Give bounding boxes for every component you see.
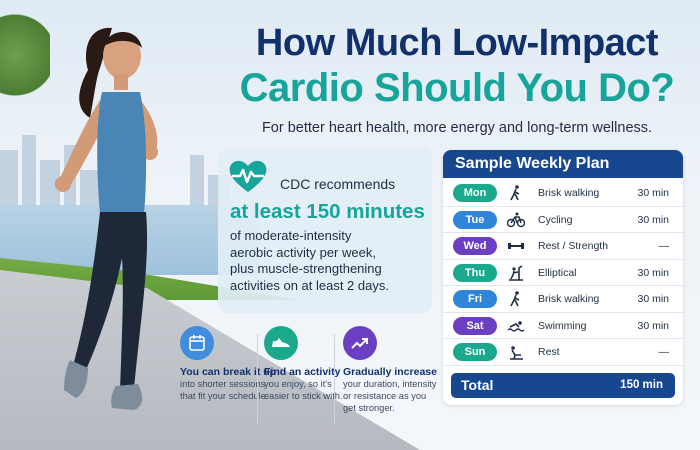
divider [257,334,258,424]
tip-body-line: that fit your schedule. [180,391,269,401]
cdc-body-line: aerobic activity per week, [230,244,376,260]
duration-label: 30 min [637,266,669,279]
duration-label: — [658,346,670,358]
tip-body-line: you enjoy, so it's [264,379,332,389]
cdc-recommendation-card: CDC recommends at least 150 minutes of m… [218,148,432,313]
tip-body-line: get stronger. [343,403,395,413]
activity-label: Elliptical [538,266,577,279]
page-title-line1: How Much Low-Impact [255,22,659,64]
dumbbell-icon [507,238,525,254]
cycling-icon [506,212,526,228]
plan-title: Sample Weekly Plan [443,150,683,178]
activity-label: Rest / Strength [538,240,609,252]
day-badge: Sat [453,316,497,335]
day-badge: Sun [453,343,497,361]
cdc-body-line: of moderate-intensity [230,228,352,243]
sneaker-icon [264,326,298,360]
plan-row-wed: Wed Rest / Strength — [443,233,683,260]
trend-up-icon [343,326,377,360]
plan-total-row: Total 150 min [451,373,675,398]
activity-label: Brisk walking [538,187,600,199]
duration-label: 30 min [637,319,669,332]
tip-body-line: or resistance as you [343,391,427,401]
activity-label: Swimming [538,319,587,332]
total-value: 150 min [620,379,663,391]
cdc-body-line: plus muscle-strengthening [230,261,382,276]
duration-label: — [658,240,670,252]
tip-body-line: your duration, intensity [343,379,437,389]
page-title-line2: Cardio Should You Do? [239,66,675,110]
tip-break-it-up: You can break it up into shorter session… [180,326,280,402]
cdc-body-line: activities on at least 2 days. [230,277,389,293]
cdc-body: of moderate-intensity aerobic activity p… [230,228,430,294]
activity-label: Rest [538,346,560,358]
runner-illustration [55,27,158,410]
cdc-intro: CDC recommends [280,176,396,192]
tip-body-line: into shorter sessions [180,379,266,389]
calendar-icon [180,326,214,360]
day-badge: Thu [453,263,497,282]
plan-row-sun: Sun Rest — [443,339,683,366]
rest-icon [507,344,525,360]
day-badge: Fri [453,290,497,308]
day-badge: Wed [453,237,497,255]
divider [334,334,335,424]
plan-row-sat: Sat Swimming 30 min [443,313,683,339]
tip-title: Find an activity [264,366,341,378]
plan-row-fri: Fri Brisk walking 30 min [443,286,683,313]
activity-label: Cycling [538,213,573,226]
plan-row-mon: Mon Brisk walking 30 min [443,180,683,207]
tree [0,10,50,100]
tip-title: Gradually increase [343,366,437,378]
weekly-plan-card: Sample Weekly Plan Mon Brisk walking 30 mi… [443,150,683,405]
duration-label: 30 min [637,187,669,199]
duration-label: 30 min [637,293,669,305]
day-badge: Tue [453,210,497,229]
plan-row-thu: Thu Elliptical 30 min [443,260,683,286]
elliptical-icon [507,264,525,281]
cdc-highlight: at least 150 minutes [230,200,425,223]
activity-label: Brisk walking [538,293,600,305]
duration-label: 30 min [637,213,669,226]
tip-find-activity: Find an activity you enjoy, so it's easi… [264,326,364,402]
total-label: Total [461,377,494,393]
heart-pulse-icon [229,160,267,192]
plan-row-tue: Tue Cycling 30 min [443,207,683,233]
tip-gradually-increase: Gradually increase your duration, intens… [343,326,443,414]
tip-title: You can break it up [180,366,277,378]
tip-body-line: easier to stick with. [264,391,343,401]
walking-icon [507,185,525,201]
day-badge: Mon [453,184,497,202]
swimming-icon [507,318,525,334]
walking-icon [507,291,525,307]
page-subtitle: For better heart health, more energy and… [261,120,653,136]
